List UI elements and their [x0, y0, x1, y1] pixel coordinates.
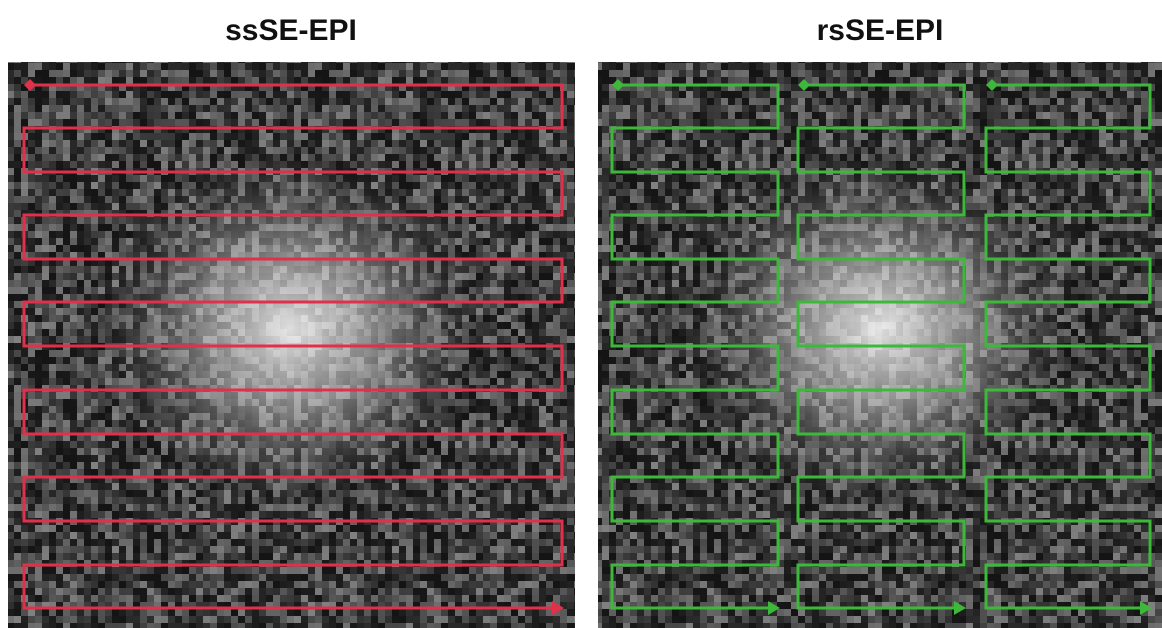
- panel-title: rsSE-EPI: [817, 14, 944, 47]
- image-signal: [690, 160, 1070, 500]
- figure: ssSE-EPI rsSE-EPI: [0, 0, 1162, 628]
- image-signal: [100, 160, 480, 500]
- page: ssSE-EPI rsSE-EPI (() => { const data = …: [0, 0, 1162, 628]
- panel-title: ssSE-EPI: [225, 14, 357, 47]
